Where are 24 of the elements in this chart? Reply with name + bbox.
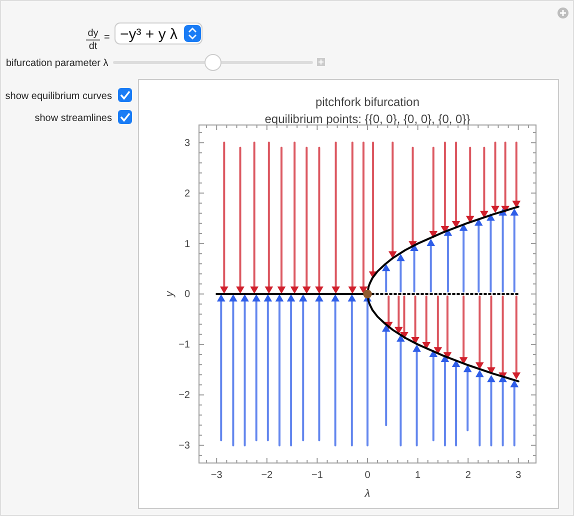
y-tick-label: −1 [178,340,190,351]
x-tick-label: 1 [415,470,422,481]
x-tick-label: −1 [312,470,324,481]
chart-title: pitchfork bifurcation [315,95,420,109]
text: = [104,32,110,43]
y-tick-label: 1 [184,238,190,250]
x-tick-label: 3 [516,470,522,481]
text: show streamlines [34,113,112,124]
y-axis-title: y [164,290,176,298]
x-tick-label: −2 [261,470,274,481]
y-tick-label: −2 [178,390,190,402]
x-tick-label: 2 [465,470,472,481]
text: −y³ + y λ [120,26,178,43]
y-tick-label: −3 [178,440,190,452]
x-axis-title: λ [364,488,370,500]
y-tick-label: 0 [184,289,190,300]
y-tick-label: 2 [184,188,190,200]
text: show equilibrium curves [5,91,112,102]
y-tick-label: 3 [184,138,190,149]
text: dy [88,28,98,39]
x-tick-label: 0 [364,470,371,481]
text: bifurcation parameter λ [6,58,108,69]
text: dt [88,41,98,52]
x-tick-label: −3 [210,470,223,481]
